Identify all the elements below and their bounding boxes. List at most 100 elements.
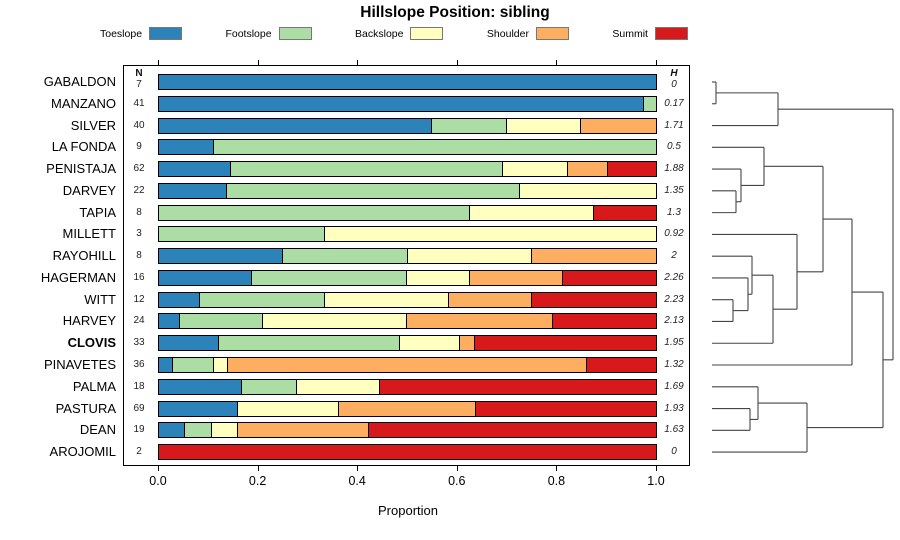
n-value: 9 [136, 141, 142, 153]
bar-segment-footslope [179, 314, 263, 329]
bar-segment-backslope [238, 401, 339, 416]
stacked-bar [158, 226, 657, 243]
chart-title: Hillslope Position: sibling [360, 4, 550, 21]
bar-segment-summit [586, 358, 656, 372]
dendrogram [712, 81, 894, 453]
bar-segment-shoulder [448, 292, 532, 307]
bar-segment-shoulder [228, 358, 587, 372]
legend-swatch [149, 27, 183, 40]
h-value: 0 [671, 79, 677, 90]
bar-segment-backslope [297, 379, 381, 394]
legend-item-toeslope: Toeslope [100, 27, 183, 40]
bar-segment-footslope [185, 423, 212, 438]
stacked-bar [158, 400, 657, 417]
top-tick [357, 60, 359, 65]
n-value: 41 [133, 97, 145, 109]
bar-segment-toeslope [159, 140, 215, 155]
row-label: GABALDON [43, 74, 116, 89]
bar-segment-footslope [172, 358, 215, 372]
bottom-tick [158, 466, 159, 471]
h-value: 2.26 [664, 271, 684, 283]
h-value: 1.88 [664, 163, 684, 175]
legend-item-summit: Summit [612, 27, 688, 40]
bar-segment-footslope [252, 270, 408, 285]
bottom-tick [456, 466, 458, 471]
h-value: 0.92 [664, 228, 684, 240]
bottom-tick [656, 466, 657, 471]
bottom-tick [257, 466, 259, 471]
stacked-bar [158, 248, 657, 265]
bar-segment-shoulder [237, 423, 369, 438]
bar-segment-summit [159, 445, 656, 460]
bar-segment-toeslope [159, 423, 186, 438]
bar-segment-toeslope [159, 358, 173, 372]
legend-label: Backslope [355, 27, 404, 40]
row-label: MILLETT [62, 226, 116, 242]
bar-segment-toeslope [159, 336, 220, 351]
bar-segment-footslope [644, 96, 656, 111]
top-tick [556, 60, 558, 65]
stacked-bar [158, 291, 657, 308]
n-value: 33 [133, 337, 145, 349]
bar-segment-summit [552, 314, 656, 329]
stacked-bar [158, 313, 657, 330]
x-tick-label: 0.0 [149, 474, 167, 488]
h-value: 1.35 [664, 184, 684, 196]
bar-segment-shoulder [460, 336, 476, 351]
h-column-header: H [670, 68, 678, 79]
x-tick-label: 0.2 [248, 474, 267, 488]
bar-segment-footslope [241, 379, 298, 394]
h-value: 1.71 [664, 119, 684, 131]
bar-segment-toeslope [159, 314, 180, 329]
n-value: 36 [133, 359, 145, 370]
bar-segment-toeslope [159, 162, 232, 177]
bar-segment-toeslope [159, 75, 656, 89]
n-value: 22 [133, 184, 145, 196]
h-value: 0 [671, 446, 677, 458]
stacked-bar [158, 139, 657, 156]
top-tick [656, 60, 657, 65]
legend-label: Summit [612, 27, 648, 40]
row-label: PINAVETES [43, 357, 116, 372]
n-value: 8 [136, 250, 142, 262]
h-value: 2 [671, 250, 677, 262]
bar-segment-summit [531, 292, 656, 307]
bar-segment-footslope [159, 205, 470, 220]
h-value: 1.32 [664, 359, 684, 370]
stacked-bar [158, 269, 657, 286]
row-label: PASTURA [55, 400, 116, 416]
n-value: 69 [133, 402, 145, 414]
bar-segment-footslope [283, 249, 408, 264]
bar-segment-footslope [159, 227, 325, 242]
bar-segment-summit [593, 205, 656, 220]
bar-segment-footslope [200, 292, 325, 307]
stacked-bar [158, 444, 657, 461]
stacked-bar [158, 161, 657, 178]
legend: Toeslope Footslope Backslope Shoulder Summit [100, 27, 688, 40]
row-label: HARVEY [62, 313, 116, 329]
row-label: DARVEY [62, 182, 116, 198]
n-value: 2 [136, 446, 142, 458]
bar-segment-summit [607, 162, 656, 177]
bar-segment-backslope [324, 227, 656, 242]
bar-segment-summit [368, 423, 656, 438]
bar-segment-shoulder [567, 162, 608, 177]
n-value: 19 [133, 424, 145, 436]
bottom-tick [556, 466, 558, 471]
row-label: SILVER [70, 117, 116, 133]
bar-segment-backslope [324, 292, 449, 307]
bar-segment-toeslope [159, 401, 239, 416]
legend-swatch [410, 27, 444, 40]
row-label: PALMA [72, 378, 116, 394]
bar-segment-footslope [432, 118, 507, 133]
stacked-bar [158, 378, 657, 395]
n-value: 3 [136, 228, 142, 240]
n-value: 8 [136, 206, 142, 218]
legend-item-shoulder: Shoulder [487, 27, 569, 40]
bar-segment-backslope [469, 205, 594, 220]
bar-segment-backslope [407, 249, 532, 264]
row-label: TAPIA [79, 204, 116, 220]
h-value: 1.69 [664, 380, 684, 392]
bar-segment-backslope [262, 314, 408, 329]
bar-segment-shoulder [531, 249, 656, 264]
